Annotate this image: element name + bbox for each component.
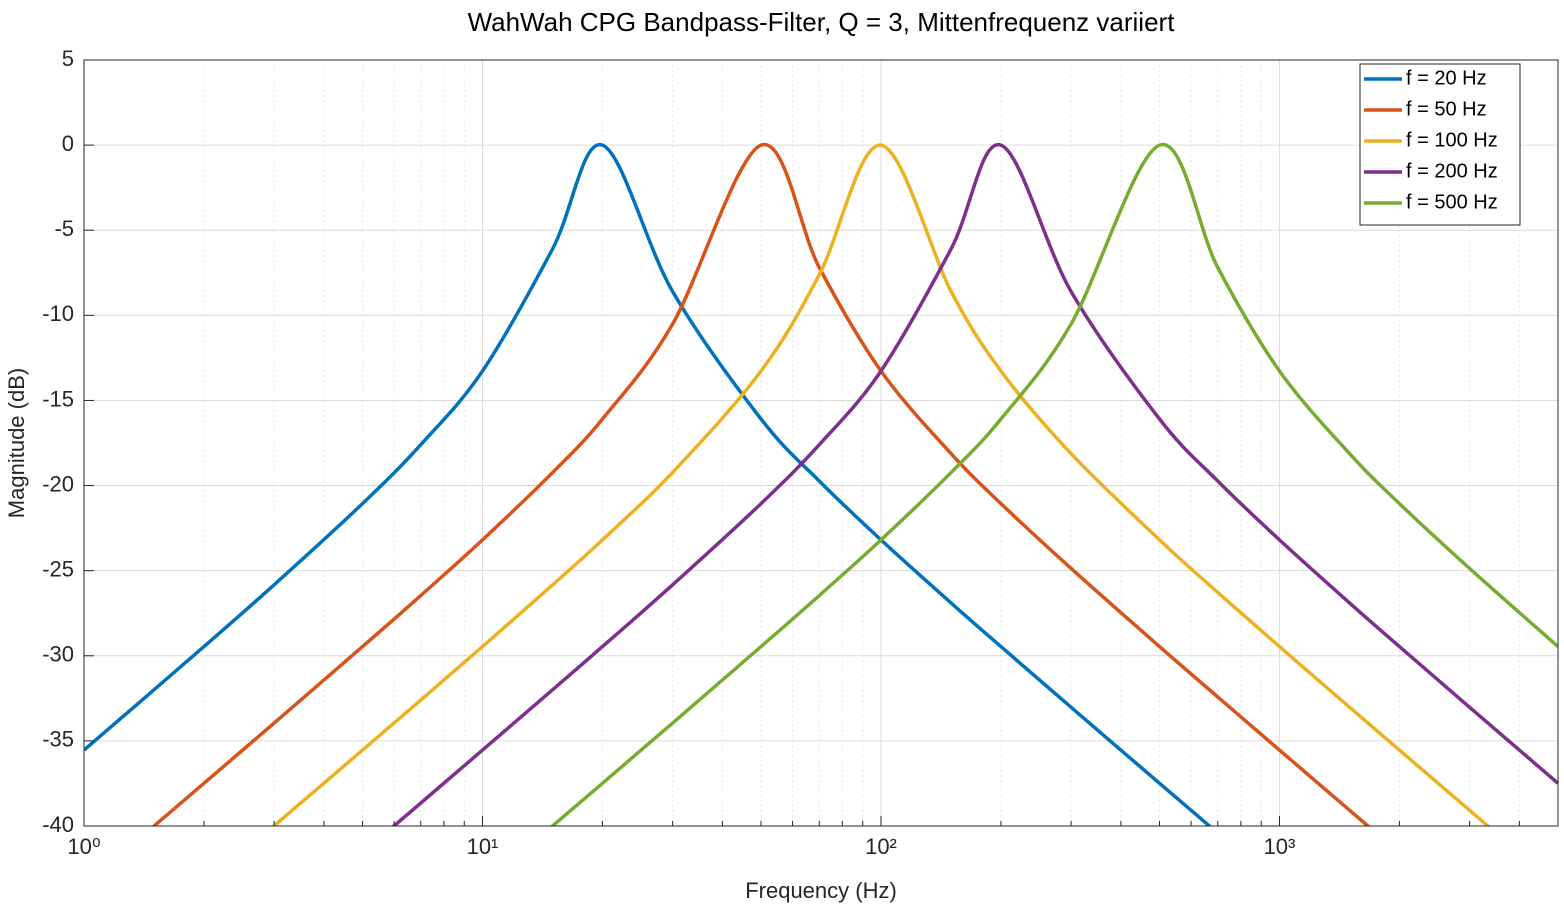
legend-label: f = 100 Hz	[1406, 129, 1498, 151]
legend: f = 20 Hz f = 50 Hz f = 100 Hz f = 200 Hz f …	[1359, 63, 1521, 226]
legend-box	[1359, 63, 1521, 226]
legend-label: f = 200 Hz	[1406, 160, 1498, 182]
x-tick-label: 10²	[865, 834, 897, 859]
legend-label: f = 20 Hz	[1406, 67, 1487, 89]
y-tick-label: -40	[42, 812, 74, 837]
series-line	[391, 143, 1558, 826]
lines	[84, 142, 1558, 826]
y-tick-label: -20	[42, 471, 74, 496]
ticks: -40 -35 -30 -25 -20 -15 -10 -5 0 5 10⁰ 10¹ 10² 10³	[42, 46, 1520, 859]
chart-title: WahWah CPG Bandpass-Filter, Q = 3, Mitte…	[468, 7, 1176, 37]
y-tick-label: 0	[62, 131, 74, 156]
legend-label: f = 500 Hz	[1406, 191, 1498, 213]
y-tick-label: 5	[62, 46, 74, 71]
x-axis-label: Frequency (Hz)	[745, 878, 897, 903]
x-tick-label: 10⁰	[67, 834, 100, 859]
y-tick-label: -5	[54, 216, 74, 241]
plot-frame	[83, 59, 1559, 827]
series-line	[84, 143, 1213, 826]
y-tick-label: -35	[42, 727, 74, 752]
y-tick-label: -30	[42, 642, 74, 667]
y-tick-label: -10	[42, 301, 74, 326]
x-tick-label: 10³	[1264, 834, 1296, 859]
y-tick-label: -25	[42, 556, 74, 581]
y-tick-label: -15	[42, 386, 74, 411]
y-axis-label: Magnitude (dB)	[4, 368, 29, 518]
series-line	[549, 142, 1558, 826]
series-line	[271, 143, 1491, 826]
legend-label: f = 50 Hz	[1406, 98, 1487, 120]
x-tick-label: 10¹	[467, 834, 499, 859]
series-line	[151, 142, 1371, 826]
